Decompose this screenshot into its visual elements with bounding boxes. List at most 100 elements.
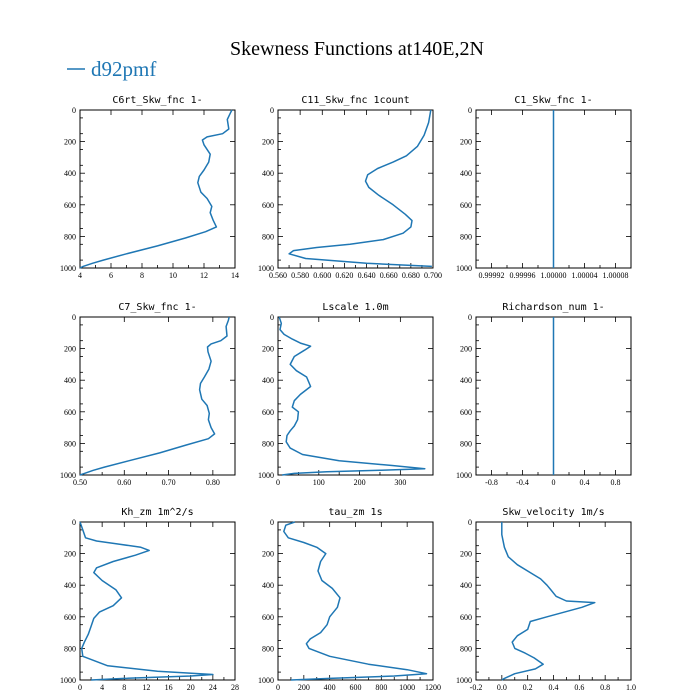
y-tick-label: 800: [460, 439, 472, 448]
panel-2: C11_Skw_fnc 1count 0.560 0.580 0.600 0.620 0.…: [258, 95, 442, 280]
x-tick-label: 16: [165, 683, 173, 692]
x-tick-label: 0.80: [206, 478, 220, 487]
x-tick-label: 0.70: [162, 478, 176, 487]
y-tick-label: 0: [468, 518, 472, 527]
panel-3: C1_Skw_fnc 1- 0.99992 0.99996 1.00000 1.0000…: [456, 95, 632, 280]
figure-legend: d92pmf: [67, 57, 156, 81]
x-tick-label: 200: [354, 478, 366, 487]
y-tick-label: 800: [64, 439, 76, 448]
x-tick-label: 28: [231, 683, 239, 692]
y-tick-label: 800: [460, 644, 472, 653]
y-tick-label: 600: [64, 613, 76, 622]
y-tick-label: 200: [460, 345, 472, 354]
x-tick-label: 0: [276, 478, 280, 487]
y-tick-label: 200: [460, 138, 472, 147]
x-tick-label: 1.00004: [572, 271, 598, 280]
x-tick-label: 12: [142, 683, 150, 692]
y-tick-label: 400: [460, 169, 472, 178]
x-tick-label: 0.0: [497, 683, 507, 692]
x-tick-label: 0.660: [380, 271, 398, 280]
x-tick-label: 1200: [425, 683, 441, 692]
y-tick-label: 600: [460, 201, 472, 210]
x-tick-label: 8: [122, 683, 126, 692]
y-tick-label: 200: [64, 138, 76, 147]
y-tick-label: 400: [262, 376, 274, 385]
x-tick-label: -0.8: [485, 478, 498, 487]
x-tick-label: 1.00008: [603, 271, 629, 280]
x-tick-label: 0.600: [313, 271, 331, 280]
y-tick-label: 600: [64, 408, 76, 417]
y-tick-label: 800: [64, 232, 76, 241]
panel-title: Lscale 1.0m: [322, 302, 388, 313]
plot-frame: [79, 109, 236, 269]
panel-grid: C6rt_Skw_fnc 1-4 6 8 10 12 140200400600800100…: [60, 95, 636, 692]
panel-9: Skw_velocity 1m/s -0.2 0.0 0.2 0.4 0.6 0.8 1.0 0…: [456, 507, 636, 692]
panel-1: C6rt_Skw_fnc 1- 4 6 8 10 12 14 0 200 400 600 800 100…: [60, 95, 239, 280]
x-tick-label: 400: [324, 683, 336, 692]
x-tick-label: 4: [78, 271, 82, 280]
panel-5: Lscale 1.0m 0 100 200 300 0 200 400 600 800 1000: [258, 302, 434, 487]
x-tick-label: 0.99996: [510, 271, 536, 280]
series-line: [288, 109, 432, 268]
y-tick-label: 800: [460, 232, 472, 241]
plot-frame: [277, 521, 434, 681]
series-line: [79, 109, 233, 269]
panel-title: Skw_velocity 1m/s: [502, 507, 604, 518]
x-tick-label: 0: [78, 683, 82, 692]
y-tick-label: 600: [262, 613, 274, 622]
x-tick-label: 800: [375, 683, 387, 692]
y-tick-label: 400: [64, 581, 76, 590]
y-tick-label: 600: [460, 408, 472, 417]
x-tick-label: 8: [140, 271, 144, 280]
x-tick-label: 0.580: [291, 271, 309, 280]
panel-title: C6rt_Skw_fnc 1-: [112, 95, 202, 106]
series-line: [501, 522, 596, 681]
y-tick-label: 0: [468, 106, 472, 115]
x-tick-label: 0.2: [523, 683, 533, 692]
y-tick-label: 600: [262, 201, 274, 210]
x-tick-label: 12: [200, 271, 208, 280]
y-tick-label: 800: [262, 644, 274, 653]
panel-title: Kh_zm 1m^2/s: [121, 507, 193, 518]
y-tick-label: 800: [64, 644, 76, 653]
x-tick-label: 1000: [399, 683, 415, 692]
x-tick-label: 1.0: [626, 683, 636, 692]
y-tick-label: 1000: [456, 676, 472, 685]
y-tick-label: 0: [72, 518, 76, 527]
y-tick-label: 600: [262, 408, 274, 417]
x-tick-label: 0.680: [402, 271, 420, 280]
y-tick-label: 0: [72, 313, 76, 322]
x-tick-label: 0.4: [549, 683, 559, 692]
y-tick-label: 200: [64, 345, 76, 354]
legend-label: d92pmf: [91, 57, 156, 81]
y-tick-label: 800: [262, 439, 274, 448]
x-tick-label: 0.60: [117, 478, 131, 487]
x-tick-label: 14: [231, 271, 239, 280]
y-tick-label: 200: [262, 550, 274, 559]
y-tick-label: 600: [460, 613, 472, 622]
y-tick-label: 0: [72, 106, 76, 115]
y-tick-label: 400: [262, 581, 274, 590]
y-tick-label: 800: [262, 232, 274, 241]
x-tick-label: 1.00000: [541, 271, 567, 280]
series-line: [79, 521, 214, 681]
y-tick-label: 0: [270, 313, 274, 322]
y-tick-label: 400: [460, 581, 472, 590]
x-tick-label: 100: [313, 478, 325, 487]
panel-title: C7_Skw_fnc 1-: [118, 302, 196, 313]
y-tick-label: 400: [460, 376, 472, 385]
x-tick-label: 0.50: [73, 478, 87, 487]
x-tick-label: -0.2: [470, 683, 483, 692]
y-tick-label: 600: [64, 201, 76, 210]
x-tick-label: 0: [276, 683, 280, 692]
plot-frame: [79, 521, 236, 681]
y-tick-label: 0: [270, 518, 274, 527]
figure-title: Skewness Functions at140E,2N: [230, 38, 484, 60]
panel-title: C1_Skw_fnc 1-: [514, 95, 592, 106]
panel-title: Richardson_num 1-: [502, 302, 604, 313]
y-tick-label: 200: [64, 550, 76, 559]
plot-frame: [277, 316, 434, 476]
y-tick-label: 0: [468, 313, 472, 322]
x-tick-label: 6: [109, 271, 113, 280]
x-tick-label: 200: [298, 683, 310, 692]
